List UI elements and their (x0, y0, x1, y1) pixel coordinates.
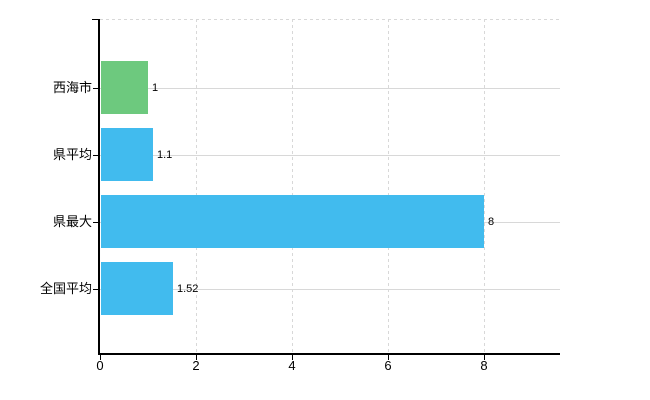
x-tick-label: 0 (96, 358, 104, 373)
y-axis-line (98, 19, 100, 355)
value-label: 1 (152, 82, 159, 94)
y-axis-tick (93, 155, 100, 156)
category-label: 県平均 (52, 147, 92, 162)
y-axis-top-tick (92, 19, 99, 20)
value-label: 1.1 (157, 149, 173, 161)
bar (101, 195, 484, 248)
value-label: 1.52 (177, 283, 199, 295)
grid-line-horizontal (100, 155, 560, 156)
grid-line-horizontal (100, 88, 560, 89)
x-tick-label: 2 (192, 358, 200, 373)
grid-line-horizontal (100, 289, 560, 290)
x-axis-tick (388, 355, 389, 360)
x-axis-tick (100, 355, 101, 360)
x-axis-tick (292, 355, 293, 360)
x-tick-label: 6 (384, 358, 392, 373)
x-axis-tick (196, 355, 197, 360)
y-axis-tick (93, 222, 100, 223)
category-label: 西海市 (52, 80, 92, 95)
x-tick-label: 4 (288, 358, 296, 373)
bar (101, 61, 148, 114)
x-axis-tick (484, 355, 485, 360)
bar (101, 128, 153, 181)
grid-line-vertical (484, 19, 485, 354)
y-axis-tick (93, 88, 100, 89)
x-axis-line (98, 353, 560, 355)
bar (101, 262, 173, 315)
category-label: 県最大 (52, 214, 92, 229)
y-axis-tick (93, 289, 100, 290)
grid-line-vertical (388, 19, 389, 354)
grid-line-vertical (196, 19, 197, 354)
value-label: 8 (488, 216, 495, 228)
x-tick-label: 8 (480, 358, 488, 373)
plot-top-border (100, 19, 560, 20)
grid-line-vertical (292, 19, 293, 354)
category-label: 全国平均 (39, 281, 92, 296)
